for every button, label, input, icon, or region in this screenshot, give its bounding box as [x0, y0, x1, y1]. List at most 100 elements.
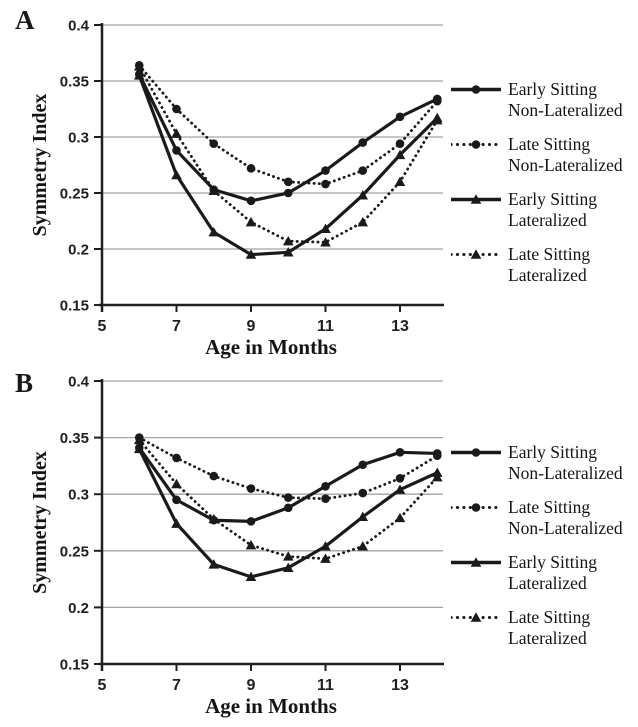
- x-tick-label: 13: [391, 677, 409, 694]
- triangle-marker-icon: [394, 512, 406, 523]
- x-tick-label: 7: [172, 677, 181, 694]
- triangle-marker-icon: [133, 70, 145, 80]
- legend-label: Early Sitting Lateralized: [508, 552, 597, 594]
- circle-marker-icon: [395, 139, 405, 149]
- x-axis-title: Age in Months: [205, 335, 337, 359]
- series-line-early-sitting-lateralized: [137, 74, 439, 257]
- triangle-marker-icon: [282, 551, 294, 561]
- panel-b-legend: Early Sitting Non-Lateralized Late Sitting…: [451, 442, 623, 649]
- circle-marker-icon: [432, 94, 442, 104]
- legend-label-line: Non-Lateralized: [508, 155, 623, 175]
- circle-marker-icon: [395, 448, 405, 457]
- early-sitting-lateralized-legend-swatch: [451, 194, 501, 204]
- circle-marker-icon: [321, 494, 330, 504]
- late-sitting-non-lateralized-legend-swatch: [451, 503, 501, 512]
- circle-marker-icon: [395, 112, 405, 122]
- late-sitting-lateralized-legend-swatch: [451, 612, 501, 622]
- triangle-marker-icon: [470, 194, 482, 204]
- circle-marker-icon: [246, 164, 256, 173]
- circle-marker-icon: [283, 188, 293, 198]
- circle-marker-icon: [395, 474, 405, 483]
- circle-marker-icon: [172, 453, 181, 463]
- panel-b-chart: 0.4 0.35 0.3 0.25 0.2 0.15 5 7 9 11 13 Age in Month…: [29, 374, 444, 718]
- y-tick-label: 0.4: [68, 374, 90, 391]
- panel-a-label: A: [15, 5, 35, 35]
- circle-marker-icon: [283, 503, 293, 513]
- early-sitting-non-lateralized-legend-swatch: [451, 85, 501, 94]
- triangle-marker-icon: [282, 235, 294, 246]
- triangle-marker-icon: [320, 223, 331, 234]
- triangle-marker-icon: [208, 227, 220, 237]
- triangle-marker-icon: [394, 484, 406, 494]
- x-axis-title: Age in Months: [205, 694, 337, 718]
- late-sitting-lateralized-legend-swatch: [451, 249, 501, 259]
- panel-a-chart: 0.4 0.35 0.3 0.25 0.2 0.15 5 7 9 11 13 Age in Month…: [29, 18, 444, 359]
- legend-label: Late Sitting Lateralized: [508, 607, 590, 649]
- legend-label: Early Sitting Non-Lateralized: [508, 79, 623, 121]
- x-tick-label: 5: [98, 318, 107, 335]
- circle-marker-icon: [209, 515, 219, 525]
- circle-marker-icon: [209, 471, 219, 481]
- legend-item-late-sitting-lateralized: Late Sitting Lateralized: [451, 607, 623, 649]
- circle-marker-icon: [471, 503, 481, 512]
- triangle-marker-icon: [171, 518, 182, 528]
- y-tick-label: 0.25: [60, 543, 89, 560]
- legend-label: Late Sitting Lateralized: [508, 244, 590, 286]
- legend-label-line: Non-Lateralized: [508, 100, 623, 120]
- triangle-marker-icon: [171, 478, 182, 489]
- legend-label-line: Late Sitting: [508, 134, 591, 154]
- x-tick-label: 9: [247, 677, 256, 694]
- triangle-marker-icon: [470, 557, 482, 567]
- legend-label-line: Late Sitting: [508, 607, 591, 627]
- legend-label-line: Non-Lateralized: [508, 463, 623, 483]
- y-tick-label: 0.25: [60, 186, 89, 203]
- circle-marker-icon: [209, 185, 219, 194]
- y-axis-title: Symmetry Index: [29, 94, 51, 237]
- triangle-marker-icon: [133, 443, 145, 454]
- triangle-marker-icon: [394, 176, 406, 186]
- legend-label-line: Early Sitting: [508, 79, 597, 99]
- triangle-marker-icon: [357, 511, 369, 522]
- early-sitting-non-lateralized-legend-swatch: [451, 448, 501, 457]
- y-axis-title: Symmetry Index: [29, 451, 51, 594]
- legend-label-line: Early Sitting: [508, 442, 597, 462]
- legend-item-late-sitting-non-lateralized: Late Sitting Non-Lateralized: [451, 497, 623, 539]
- triangle-marker-icon: [357, 541, 369, 551]
- triangle-marker-icon: [208, 559, 220, 569]
- x-tick-label: 7: [172, 318, 181, 335]
- y-tick-label: 0.15: [60, 657, 89, 674]
- circle-marker-icon: [172, 495, 181, 505]
- series-line-late-sitting-non-lateralized: [137, 63, 439, 186]
- circle-marker-icon: [172, 146, 181, 155]
- triangle-marker-icon: [133, 434, 145, 445]
- legend-label-line: Lateralized: [508, 265, 587, 285]
- panel-a: 0.4 0.35 0.3 0.25 0.2 0.15 5 7 9 11 13 Age in Month…: [0, 0, 638, 363]
- triangle-marker-icon: [431, 112, 443, 123]
- x-tick-label: 5: [98, 677, 107, 694]
- legend-label: Early Sitting Lateralized: [508, 189, 597, 231]
- x-tick-label: 11: [317, 318, 334, 335]
- triangle-marker-icon: [394, 149, 406, 160]
- triangle-marker-icon: [470, 612, 482, 622]
- y-tick-label: 0.3: [68, 487, 89, 504]
- panel-b: 0.4 0.35 0.3 0.25 0.2 0.15 5 7 9 11 13 Age in Month…: [0, 363, 638, 727]
- triangle-marker-icon: [245, 539, 257, 550]
- panel-b-label: B: [15, 368, 34, 398]
- legend-label-line: Lateralized: [508, 628, 587, 648]
- y-tick-label: 0.15: [60, 298, 89, 315]
- y-tick-label: 0.35: [60, 74, 89, 91]
- circle-marker-icon: [321, 179, 330, 189]
- circle-marker-icon: [471, 448, 481, 457]
- y-tick-label: 0.35: [60, 430, 89, 447]
- late-sitting-non-lateralized-legend-swatch: [451, 140, 501, 149]
- x-tick-label: 9: [247, 318, 256, 335]
- legend-label-line: Early Sitting: [508, 189, 597, 209]
- triangle-marker-icon: [357, 216, 369, 227]
- panel-a-legend: Early Sitting Non-Lateralized Late Sitting…: [451, 79, 623, 286]
- circle-marker-icon: [283, 177, 293, 187]
- circle-marker-icon: [471, 140, 481, 149]
- legend-label-line: Late Sitting: [508, 244, 591, 264]
- circle-marker-icon: [358, 460, 368, 470]
- legend-item-early-sitting-non-lateralized: Early Sitting Non-Lateralized: [451, 442, 623, 484]
